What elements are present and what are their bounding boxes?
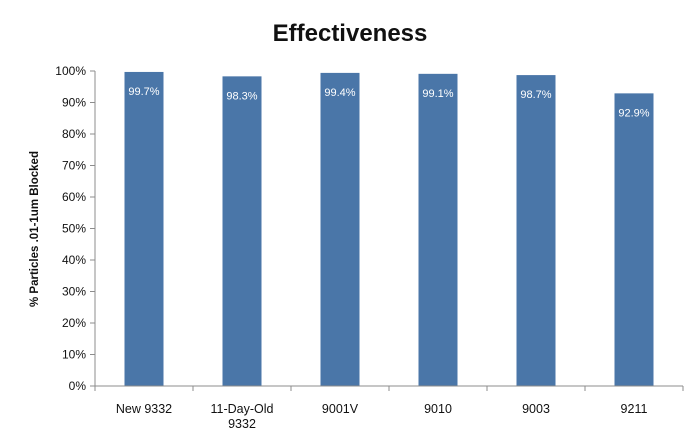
x-axis-ticks: New 9332 11-Day-Old 9332 9001V 9010 9003 9211	[94, 386, 684, 431]
x-tick-label-line: 9332	[228, 417, 256, 431]
y-tick-label: 80%	[62, 127, 86, 141]
x-tick-label: 9001V	[322, 402, 359, 416]
data-label: 99.4%	[324, 87, 355, 99]
y-tick-label: 30%	[62, 285, 86, 299]
data-label: 98.3%	[226, 90, 257, 102]
y-tick-label: 90%	[62, 96, 86, 110]
x-tick-label-line: 9211	[621, 402, 648, 416]
x-tick-label: 11-Day-Old 9332	[211, 402, 274, 431]
data-label: 99.1%	[422, 88, 453, 100]
data-label: 99.7%	[128, 86, 159, 98]
x-tick-label: 9003	[522, 402, 550, 416]
bar	[418, 73, 458, 387]
x-tick-label-line: New 9332	[116, 402, 172, 416]
x-tick-label-line: 9010	[424, 402, 452, 416]
x-tick-label: New 9332	[116, 402, 172, 416]
y-tick-label: 100%	[55, 64, 86, 78]
y-axis-ticks: 0% 10% 20% 30% 40% 50% 60% 70% 80% 90% 100%	[55, 64, 95, 393]
y-axis-label: % Particles .01-1um Blocked	[29, 151, 41, 307]
bar	[320, 72, 360, 386]
y-tick-label: 20%	[62, 316, 86, 330]
y-tick-label: 0%	[69, 379, 87, 393]
bar	[614, 93, 654, 387]
chart-title: Effectiveness	[273, 20, 428, 47]
data-label: 98.7%	[520, 89, 551, 101]
bar	[124, 71, 164, 386]
y-tick-label: 10%	[62, 348, 86, 362]
y-tick-label: 40%	[62, 253, 86, 267]
data-label: 92.9%	[618, 107, 649, 119]
bar	[222, 76, 262, 386]
y-tick-label: 70%	[62, 159, 86, 173]
x-tick-label-line: 9001V	[322, 402, 359, 416]
x-tick-label-line: 9003	[522, 402, 550, 416]
x-tick-label: 9010	[424, 402, 452, 416]
y-tick-label: 60%	[62, 190, 86, 204]
x-tick-label-line: 11-Day-Old	[211, 402, 274, 416]
bar	[516, 75, 556, 386]
bars-group	[124, 71, 654, 387]
x-tick-label: 9211	[621, 402, 648, 416]
y-tick-label: 50%	[62, 222, 86, 236]
data-labels-group: 99.7% 98.3% 99.4% 99.1% 98.7% 92.9%	[128, 86, 649, 119]
